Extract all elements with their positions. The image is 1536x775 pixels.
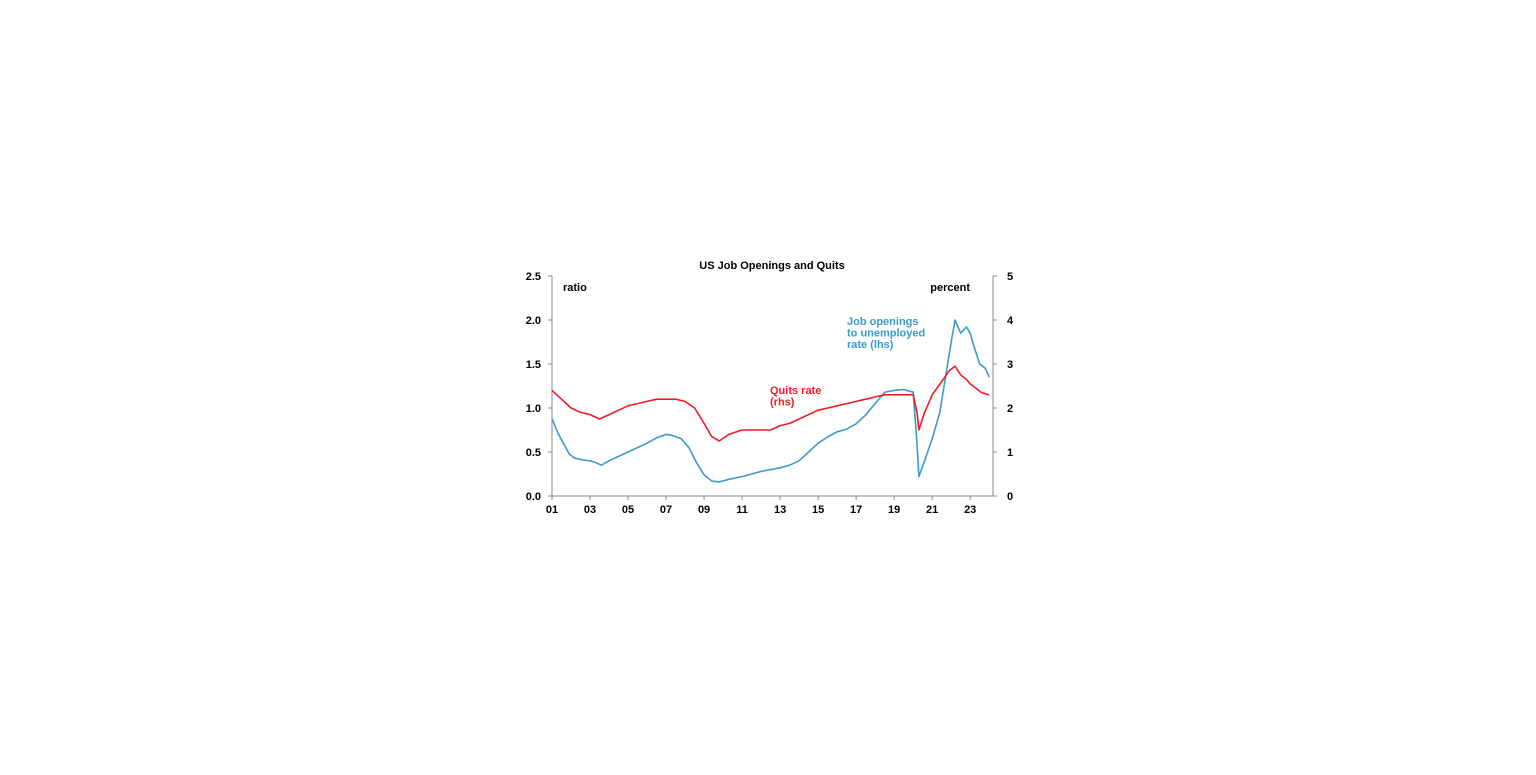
x-tick-label: 15: [812, 504, 824, 516]
right-tick-label: 2: [1007, 403, 1013, 415]
left-axis-unit: ratio: [563, 282, 587, 294]
x-tick-label: 13: [774, 504, 786, 516]
x-tick-label: 23: [964, 504, 976, 516]
x-tick-label: 05: [622, 504, 634, 516]
x-tick-label: 11: [736, 504, 748, 516]
x-tick-label: 03: [584, 504, 596, 516]
left-tick-label: 1.0: [526, 403, 541, 415]
x-tick-label: 09: [698, 504, 710, 516]
x-axis-ticks: 01 03 05 07 09 11 13 15 17 19 21 23: [546, 496, 976, 516]
x-tick-label: 21: [926, 504, 938, 516]
series-line-job-openings: [551, 319, 990, 483]
left-tick-label: 2.0: [526, 315, 541, 327]
x-tick-label: 17: [850, 504, 862, 516]
right-tick-label: 0: [1007, 491, 1013, 503]
right-tick-label: 4: [1007, 315, 1014, 327]
right-axis-ticks: 0 1 2 3 4 5: [993, 271, 1014, 503]
chart-title: US Job Openings and Quits: [699, 260, 844, 272]
series-label-quits-rate: Quits rate (rhs): [770, 385, 821, 409]
series-lines: [551, 319, 990, 483]
x-tick-label: 01: [546, 504, 558, 516]
right-tick-label: 3: [1007, 359, 1013, 371]
right-tick-label: 1: [1007, 447, 1013, 459]
left-tick-label: 0.0: [526, 491, 541, 503]
left-tick-label: 2.5: [526, 271, 541, 283]
x-tick-label: 07: [660, 504, 672, 516]
left-tick-label: 1.5: [526, 359, 541, 371]
left-tick-label: 0.5: [526, 447, 541, 459]
right-axis-unit: percent: [930, 282, 970, 294]
series-line-quits-rate: [551, 365, 990, 442]
x-tick-label: 19: [888, 504, 900, 516]
left-axis-ticks: 0.0 0.5 1.0 1.5 2.0 2.5: [526, 271, 552, 503]
right-tick-label: 5: [1007, 271, 1013, 283]
series-label-job-openings: Job openings to unemployed rate (lhs): [847, 316, 925, 351]
